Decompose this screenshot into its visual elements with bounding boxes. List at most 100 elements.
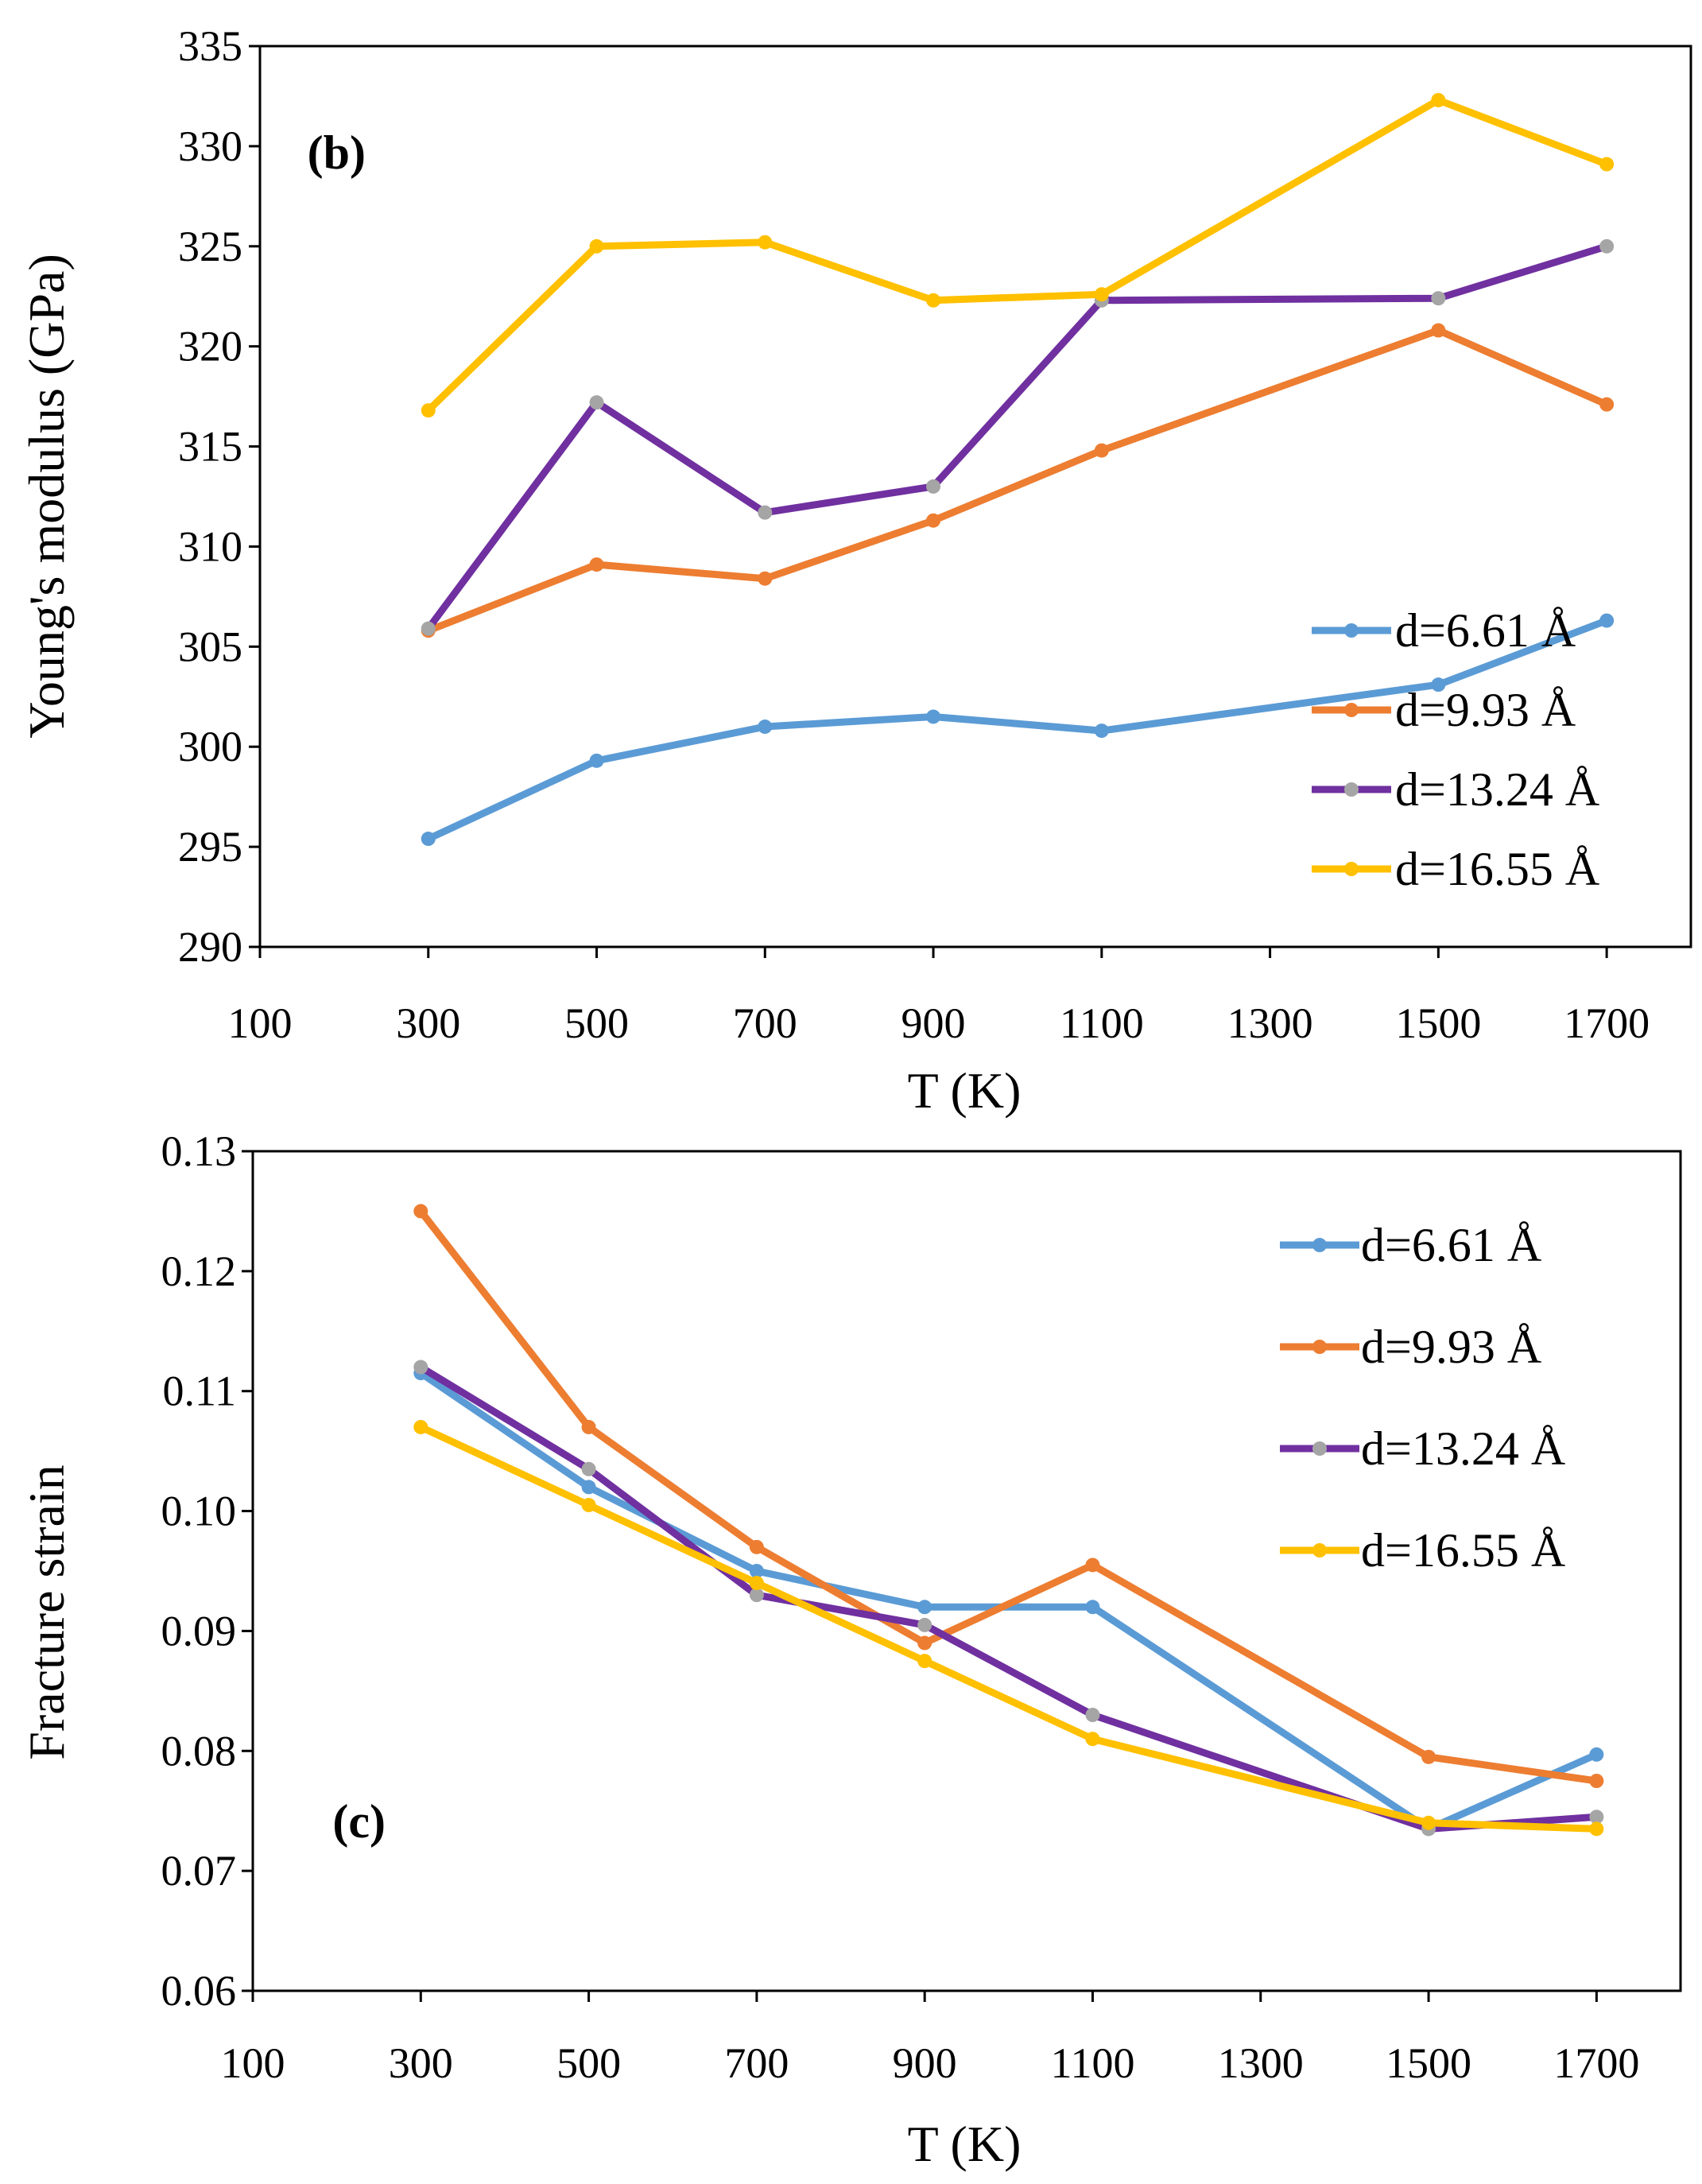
x-tick-label: 700 <box>724 2039 789 2087</box>
x-tick-label: 300 <box>389 2039 453 2087</box>
legend-label: d=16.55 Å <box>1361 1524 1565 1577</box>
panel-label-letter: c <box>348 1795 370 1848</box>
legend-swatch-marker <box>1312 1441 1327 1456</box>
data-point <box>926 293 941 308</box>
data-point <box>1599 239 1615 254</box>
data-point <box>758 505 773 520</box>
x-tick-label: 100 <box>221 2039 285 2087</box>
data-point <box>1589 1774 1604 1788</box>
y-tick-label: 0.06 <box>161 1967 237 2015</box>
x-tick-label: 700 <box>733 999 797 1047</box>
data-point <box>758 720 773 735</box>
series-line-2 <box>425 242 1611 633</box>
y-tick-label: 0.13 <box>161 1127 237 1175</box>
data-point <box>1589 1747 1604 1762</box>
data-point <box>758 235 773 250</box>
legend-label: d=13.24 Å <box>1395 763 1599 816</box>
data-point <box>1431 92 1446 107</box>
x-tick-label: 1700 <box>1553 2039 1639 2087</box>
data-point <box>758 571 773 586</box>
legend-swatch-marker <box>1312 1543 1327 1558</box>
panel-label: (c) <box>332 1795 386 1848</box>
legend-swatch-marker <box>1344 862 1359 876</box>
y-tick-label: 295 <box>178 823 242 871</box>
x-tick-label: 1500 <box>1386 2039 1471 2087</box>
panel-label-close: ) <box>370 1795 386 1848</box>
y-tick-label: 310 <box>178 522 242 570</box>
data-point <box>1421 1749 1436 1764</box>
data-point <box>1085 1600 1100 1615</box>
data-point <box>926 513 941 528</box>
legend-label: d=9.93 Å <box>1361 1321 1541 1373</box>
y-tick-label: 335 <box>178 22 242 70</box>
y-tick-label: 0.08 <box>161 1727 237 1775</box>
panel-label-open: ( <box>332 1795 348 1848</box>
y-tick-label: 0.11 <box>163 1367 237 1415</box>
chart-fracture-strain: 100 300 500 700 900 1100 1300 1500 1700 0.06 0.07 0… <box>18 1127 1682 2172</box>
legend-swatch-marker <box>1312 1238 1327 1252</box>
data-point <box>1085 1558 1100 1573</box>
legend-label: d=9.93 Å <box>1395 684 1576 736</box>
data-point <box>1599 157 1615 172</box>
data-point <box>421 621 436 636</box>
data-point <box>589 557 604 572</box>
y-tick-label: 0.07 <box>161 1847 237 1895</box>
data-point <box>589 395 604 410</box>
data-point <box>581 1480 596 1495</box>
series-line-1 <box>425 327 1611 634</box>
panel-label-close: ) <box>350 126 366 179</box>
panel-label-letter: b <box>324 126 350 179</box>
x-tick-label: 1500 <box>1395 999 1481 1047</box>
y-tick-label: 320 <box>178 323 242 370</box>
legend-swatch-marker <box>1344 782 1359 797</box>
x-tick-label: 100 <box>228 999 293 1047</box>
legend: d=6.61 Å d=9.93 Å d=13.24 Å d=16.55 Å <box>1280 1219 1565 1577</box>
data-point <box>413 1419 428 1434</box>
data-point <box>917 1617 932 1632</box>
data-point <box>749 1576 764 1591</box>
y-axis-label: Young's modulus (GPa) <box>18 254 75 739</box>
data-point <box>421 403 436 418</box>
x-tick-label: 1100 <box>1060 999 1144 1047</box>
data-point <box>917 1654 932 1669</box>
x-axis-label: T (K) <box>908 2116 1022 2172</box>
y-tick-label: 0.12 <box>161 1247 237 1295</box>
y-tick-label: 0.09 <box>161 1607 237 1654</box>
y-axis-label: Fracture strain <box>18 1464 75 1759</box>
data-point <box>917 1600 932 1615</box>
y-tick-label: 0.10 <box>161 1488 237 1535</box>
legend: d=6.61 Å d=9.93 Å d=13.24 Å d=16.55 Å <box>1312 604 1599 895</box>
x-tick-label: 300 <box>396 999 460 1047</box>
plot-frame <box>251 1150 1682 1992</box>
x-tick-label: 1300 <box>1218 2039 1304 2087</box>
panel-label-open: ( <box>308 126 324 179</box>
data-point <box>1421 1815 1436 1830</box>
y-tick-label: 300 <box>178 723 242 770</box>
data-point <box>1431 677 1446 692</box>
legend-swatch-marker <box>1344 703 1359 717</box>
data-point <box>1599 613 1615 628</box>
x-tick-label: 500 <box>564 999 629 1047</box>
data-point <box>421 832 436 847</box>
data-point <box>1085 1708 1100 1723</box>
x-tick-label: 1700 <box>1564 999 1650 1047</box>
data-point <box>1085 1732 1100 1747</box>
data-point <box>1094 723 1109 739</box>
x-tick-label: 900 <box>901 999 966 1047</box>
data-point <box>1094 287 1109 302</box>
legend-label: d=13.24 Å <box>1361 1422 1565 1475</box>
y-tick-label: 305 <box>178 623 242 670</box>
plot-frame <box>258 45 1692 948</box>
panel-label: (b) <box>308 126 366 179</box>
data-point <box>1589 1821 1604 1837</box>
legend-label: d=16.55 Å <box>1395 843 1599 895</box>
data-point <box>581 1419 596 1434</box>
y-tick-label: 290 <box>178 923 242 971</box>
data-point <box>1431 323 1446 338</box>
data-point <box>749 1588 764 1603</box>
data-point <box>1589 1810 1604 1825</box>
data-point <box>1599 397 1615 412</box>
x-axis-label: T (K) <box>908 1062 1022 1119</box>
data-point <box>1431 291 1446 306</box>
